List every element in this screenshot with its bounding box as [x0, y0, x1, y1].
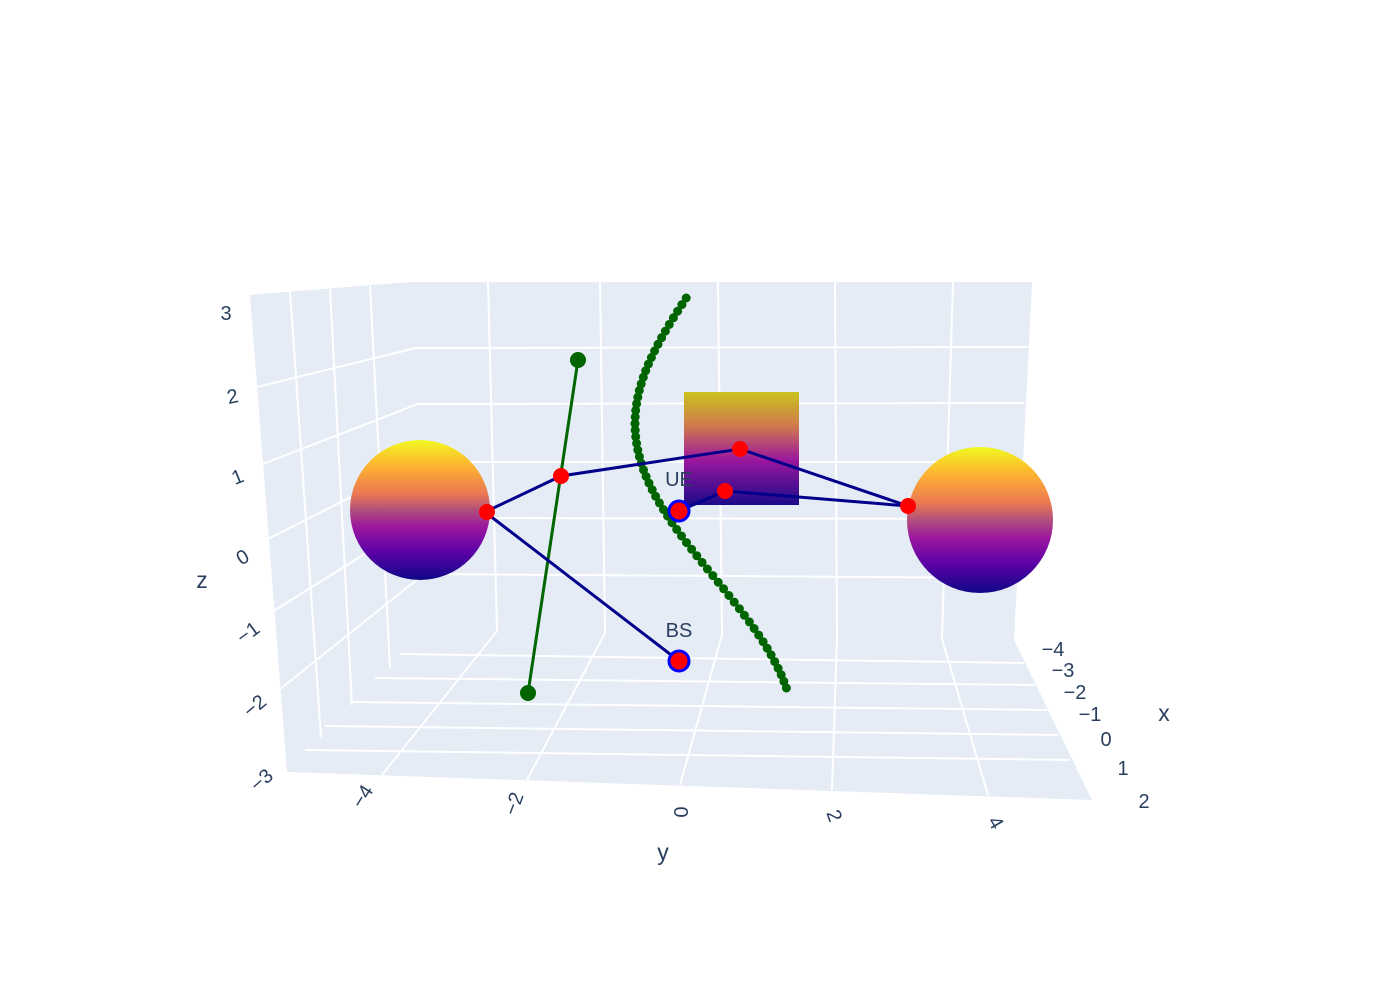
y-tick: 4: [983, 813, 1008, 834]
x-tick: 2: [1138, 791, 1149, 813]
helix-point[interactable]: [660, 326, 670, 336]
helix-point[interactable]: [766, 650, 776, 660]
helix-point[interactable]: [762, 643, 772, 653]
bs-marker[interactable]: [667, 649, 691, 673]
x-tick: −4: [1042, 639, 1065, 661]
z-tick: −1: [233, 618, 264, 649]
helix-point[interactable]: [681, 293, 691, 303]
y-tick: 0: [669, 806, 691, 817]
grid-lines: [252, 281, 1071, 796]
y-tick: −2: [500, 789, 528, 818]
x-axis-title: x: [1158, 700, 1170, 726]
left-wall: [250, 282, 425, 772]
helix-point[interactable]: [734, 604, 744, 614]
x-tick: 0: [1100, 729, 1111, 751]
helix-point[interactable]: [739, 610, 749, 620]
helix-point[interactable]: [754, 630, 764, 640]
helix-point[interactable]: [657, 333, 667, 343]
helix-point[interactable]: [677, 531, 686, 541]
helix-point[interactable]: [668, 313, 678, 323]
helix-point[interactable]: [687, 544, 697, 554]
helix-point[interactable]: [630, 419, 640, 429]
z-tick: 1: [228, 465, 247, 490]
helix-point[interactable]: [677, 300, 687, 310]
x-tick: 1: [1117, 758, 1128, 780]
bs-label: BS: [666, 620, 693, 642]
sphere-left[interactable]: [350, 440, 490, 580]
y-tick: 2: [821, 807, 845, 825]
helix-point[interactable]: [724, 591, 734, 600]
helix-point[interactable]: [708, 571, 718, 581]
sphere-right[interactable]: [907, 447, 1053, 593]
trajectory-line-end[interactable]: [520, 685, 536, 701]
helix-point[interactable]: [658, 505, 668, 514]
helix-point[interactable]: [632, 399, 642, 409]
z-tick: 0: [233, 545, 254, 570]
x-tick: −1: [1079, 704, 1102, 726]
helix-point[interactable]: [758, 637, 768, 647]
helix-point[interactable]: [719, 584, 729, 594]
helix-point[interactable]: [654, 498, 664, 508]
trajectory-line-start[interactable]: [570, 352, 586, 368]
x-tick: −3: [1052, 660, 1075, 682]
ue-marker[interactable]: [667, 499, 691, 523]
helix-point[interactable]: [702, 564, 712, 574]
helix-point[interactable]: [749, 624, 759, 633]
helix-point[interactable]: [692, 551, 702, 561]
helix-point[interactable]: [781, 683, 791, 693]
helix-trajectory: [630, 293, 791, 693]
z-tick: 3: [220, 303, 231, 325]
helix-point[interactable]: [651, 491, 661, 501]
helix-point[interactable]: [729, 597, 739, 607]
reflection-point[interactable]: [717, 483, 733, 499]
y-tick: −4: [348, 781, 379, 812]
x-axis: −4 −3 −2 −1 0 1 2 x: [1042, 639, 1171, 813]
helix-point[interactable]: [682, 538, 691, 548]
y-axis-title: y: [657, 839, 669, 865]
helix-point[interactable]: [664, 319, 674, 329]
helix-point[interactable]: [744, 617, 754, 627]
z-tick: −3: [246, 765, 278, 797]
reflection-point[interactable]: [732, 441, 748, 457]
helix-point[interactable]: [697, 557, 707, 567]
helix-point[interactable]: [673, 306, 683, 316]
helix-point[interactable]: [713, 577, 723, 587]
ue-label: UE: [665, 469, 693, 491]
helix-point[interactable]: [631, 432, 641, 442]
reflection-point[interactable]: [553, 468, 569, 484]
reflection-point[interactable]: [479, 504, 495, 520]
floor-plane: [287, 630, 1092, 800]
helix-point[interactable]: [634, 386, 644, 395]
helix-point[interactable]: [630, 425, 640, 435]
z-axis-title: z: [196, 567, 208, 593]
z-tick: −2: [239, 691, 271, 723]
trajectory-line: [520, 352, 586, 701]
helix-point[interactable]: [631, 405, 641, 415]
helix-point[interactable]: [672, 524, 682, 534]
y-axis: −4 −2 0 2 4 y: [348, 781, 1008, 865]
reflection-point[interactable]: [900, 498, 916, 514]
x-tick: −2: [1064, 682, 1087, 704]
reflection-points: [479, 441, 916, 520]
z-tick: 2: [225, 385, 240, 409]
helix-point[interactable]: [630, 412, 640, 422]
